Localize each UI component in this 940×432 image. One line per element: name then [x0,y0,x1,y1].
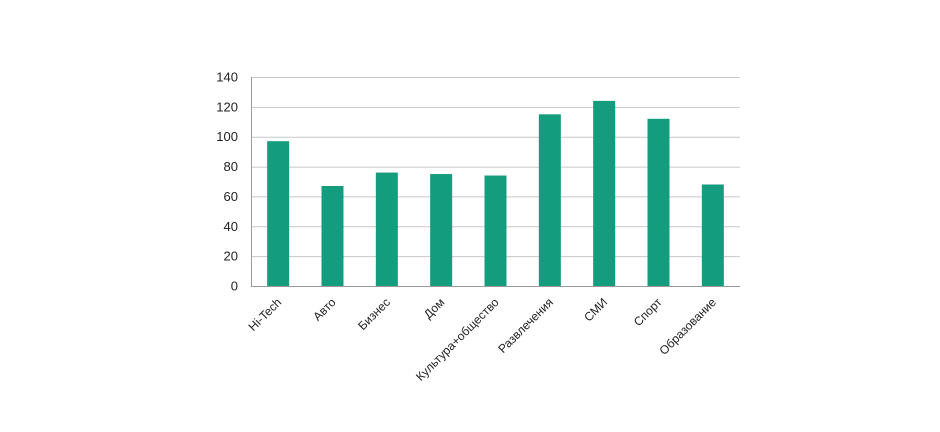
y-tick-label: 140 [216,70,238,85]
x-tick-label: Образование [656,295,719,358]
y-tick-label: 100 [216,129,238,144]
bar [267,141,290,286]
x-tick-label: Бизнес [355,295,393,333]
x-tick-label: Дом [421,295,447,321]
x-tick-label: Развлечения [495,295,556,356]
x-tick-label: Hi-Tech [246,295,285,334]
x-tick-label: СМИ [581,295,610,324]
bars [267,100,724,286]
y-tick-label: 0 [231,279,238,294]
y-tick-label: 20 [224,249,238,264]
bar [430,174,453,286]
bar [375,172,398,286]
y-tick-label: 60 [224,189,238,204]
bar [321,185,344,286]
x-tick-label: Спорт [631,295,665,329]
y-tick-label: 80 [224,159,238,174]
bar [593,100,616,286]
bar [701,184,724,286]
y-axis-ticks: 0 20 40 60 80 100 120 140 [216,70,238,294]
bar [647,118,670,286]
bar [538,114,561,286]
y-tick-label: 120 [216,99,238,114]
bar [484,175,507,286]
y-tick-label: 40 [224,219,238,234]
x-axis-ticks: Hi-Tech Авто Бизнес ДомКультура+обществоРаз… [246,295,720,384]
x-tick-label: Авто [310,295,339,324]
